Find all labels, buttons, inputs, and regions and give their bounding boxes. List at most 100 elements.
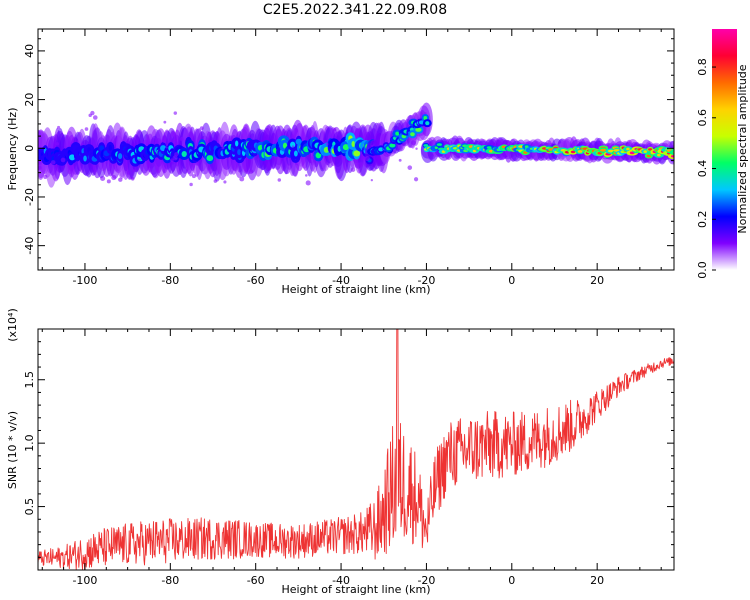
x-tick-label: 0 xyxy=(508,274,515,287)
spectrogram-speck xyxy=(287,163,290,166)
spectrogram-speck xyxy=(92,115,98,120)
x-tick-label: -40 xyxy=(332,274,350,287)
spectrogram-speck xyxy=(60,157,66,163)
x-tick-label: -100 xyxy=(72,274,97,287)
spectrogram-core-mark xyxy=(351,140,356,147)
spectrogram-speck xyxy=(172,155,178,161)
spectrogram-speck xyxy=(130,176,135,181)
x-tick-label: -20 xyxy=(417,574,435,587)
y-tick-label: -20 xyxy=(23,188,36,206)
spectrogram-speck xyxy=(163,120,167,124)
spectrogram-speck xyxy=(305,174,308,177)
spectrogram-marks xyxy=(38,102,674,188)
spectrogram-speck xyxy=(100,175,106,182)
colorbar-bar xyxy=(712,29,737,270)
x-tick-label: -40 xyxy=(332,574,350,587)
spectrogram-speck xyxy=(111,175,117,181)
spectrogram-speck xyxy=(364,156,370,162)
spectrogram-core-mark xyxy=(410,132,415,137)
spectrogram-core-mark xyxy=(670,154,674,158)
spectrogram-frame xyxy=(37,28,675,271)
spectrogram-core-mark xyxy=(436,143,442,146)
spectrogram-speck xyxy=(407,165,413,170)
spectrogram-core-mark xyxy=(643,150,648,153)
spectrogram-core-mark xyxy=(206,155,214,162)
spectrogram-speck xyxy=(84,127,89,131)
spectrogram-speck xyxy=(169,158,174,163)
y-tick-label: -40 xyxy=(23,237,36,255)
spectrogram-core-mark xyxy=(577,150,583,153)
spectrogram-speck xyxy=(291,145,295,148)
spectrogram-speck xyxy=(38,165,42,170)
spectrogram-speck xyxy=(304,137,308,141)
colorbar-label: Normalized spectral amplitude xyxy=(736,64,749,233)
spectrogram-mark xyxy=(669,149,674,155)
spectrogram-axes: -100 -80 -60 -40 -20 0 20 40 20 0 -20 -40 xyxy=(23,29,674,287)
spectrogram-core-mark xyxy=(626,147,630,151)
spectrogram-speck xyxy=(57,125,61,129)
spectrogram-speck xyxy=(43,174,48,180)
spectrogram-speck xyxy=(238,165,242,169)
y-tick-label: 20 xyxy=(23,93,36,107)
spectrogram-speck xyxy=(199,126,204,131)
spectrogram-core-mark xyxy=(415,127,422,132)
y-tick-label: 0 xyxy=(23,145,36,152)
spectrogram-speck xyxy=(424,112,427,115)
spectrogram-speck xyxy=(195,161,200,166)
x-tick-label: -60 xyxy=(247,574,265,587)
spectrogram-speck xyxy=(174,152,179,157)
spectrogram-speck xyxy=(189,182,193,187)
spectrogram-speck xyxy=(90,110,95,116)
spectrogram-core-mark xyxy=(235,140,239,147)
spectrogram-speck xyxy=(277,178,282,182)
spectrogram-core-mark xyxy=(83,155,87,162)
colorbar: 0.0 0.2 0.4 0.6 0.8 Normalized spectral ampl… xyxy=(696,29,749,279)
colorbar-tick-label: 0.2 xyxy=(696,211,709,229)
spectrogram-core-mark xyxy=(425,121,430,126)
spectrogram-speck xyxy=(138,158,141,162)
spectrogram-speck xyxy=(50,160,56,165)
spectrogram-speck xyxy=(80,142,84,146)
spectrogram-speck xyxy=(410,140,416,146)
figure-title: C2E5.2022.341.22.09.R08 xyxy=(263,2,447,18)
y-tick-label: 0.5 xyxy=(23,498,36,516)
x-tick-label: -20 xyxy=(417,274,435,287)
spectrogram-core-mark xyxy=(353,150,361,157)
spectrogram-speck xyxy=(118,177,123,182)
spectrogram-speck xyxy=(371,144,374,148)
spectrogram-speck xyxy=(413,177,419,182)
spectrogram-speck xyxy=(350,167,356,172)
spectrogram-core-mark xyxy=(389,143,396,148)
spectrogram-speck xyxy=(165,146,168,149)
snr-axes: -100 -80 -60 -40 -20 0 20 0.5 1.0 1.5 xyxy=(23,328,674,587)
spectrogram-speck xyxy=(132,169,136,173)
spectrogram-speck xyxy=(179,136,184,142)
spectrogram-speck xyxy=(106,179,111,184)
spectrogram-core-mark xyxy=(181,150,187,157)
spectrogram-speck xyxy=(55,142,60,146)
spectrogram-core-mark xyxy=(423,144,429,147)
snr-frame xyxy=(37,328,675,571)
snr-multiplier: (x10⁴) xyxy=(6,308,19,342)
spectrogram-core-mark xyxy=(423,115,428,120)
spectrogram-speck xyxy=(191,174,196,179)
snr-panel: -100 -80 -60 -40 -20 0 20 0.5 1.0 1.5 Height of s… xyxy=(6,308,675,596)
spectrogram-speck xyxy=(325,142,329,146)
spectrogram-core-mark xyxy=(342,144,349,151)
spectrogram-speck xyxy=(171,132,177,137)
spectrogram-speck xyxy=(245,140,248,143)
spectrogram-speck xyxy=(305,180,311,186)
spectrogram-core-mark xyxy=(117,153,123,160)
snr-series-line xyxy=(38,329,674,570)
spectrogram-speck xyxy=(173,111,178,115)
colorbar-tick-label: 0.0 xyxy=(696,261,709,279)
spectrogram-speck xyxy=(415,147,418,150)
spectrogram-speck xyxy=(333,128,337,132)
spectrogram-band-2 xyxy=(420,135,674,165)
spectrogram-speck xyxy=(358,162,364,168)
spectrogram-core-mark xyxy=(395,131,400,136)
spectrogram-speck xyxy=(213,179,218,183)
spectrogram-core-mark xyxy=(315,152,322,159)
x-tick-label: -100 xyxy=(72,574,97,587)
